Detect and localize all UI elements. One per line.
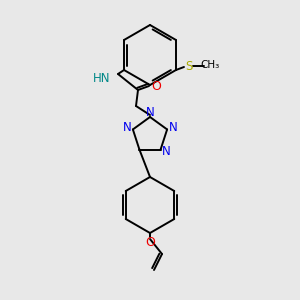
Text: N: N — [169, 121, 178, 134]
Text: N: N — [146, 106, 154, 118]
Text: O: O — [151, 80, 161, 92]
Text: CH₃: CH₃ — [200, 60, 220, 70]
Text: N: N — [162, 145, 171, 158]
Text: O: O — [145, 236, 155, 248]
Text: HN: HN — [92, 71, 110, 85]
Text: N: N — [122, 121, 131, 134]
Text: S: S — [185, 59, 193, 73]
